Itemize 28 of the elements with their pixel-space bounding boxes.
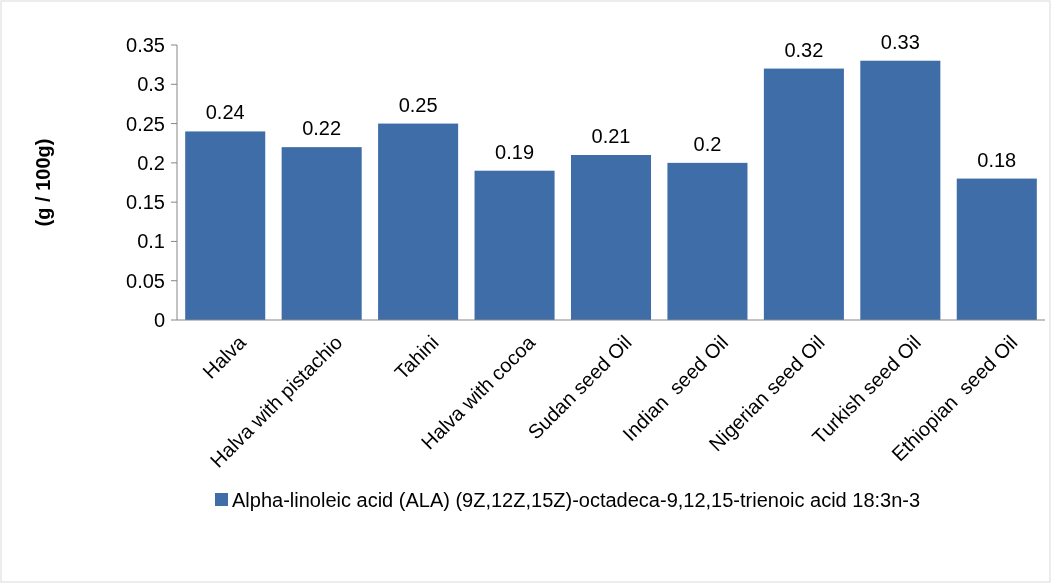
y-tick-label: 0.05 [126, 269, 165, 292]
data-label: 0.33 [880, 30, 920, 53]
data-label: 0.19 [495, 140, 535, 163]
bar [956, 178, 1037, 320]
y-tick-label: 0 [153, 309, 165, 331]
bar [185, 131, 266, 320]
y-tick-label: 0.25 [126, 112, 165, 135]
data-label: 0.21 [591, 125, 631, 147]
legend-label: Alpha-linoleic acid (ALA) (9Z,12Z,15Z)-octadeca-9,12,15-trienoic acid 18:3n-3 [232, 489, 921, 511]
y-tick-label: 0.15 [126, 191, 165, 214]
bar [281, 147, 362, 320]
y-tick-label: 0.35 [126, 34, 165, 56]
data-label: 0.22 [302, 117, 342, 140]
bar [570, 155, 652, 320]
data-label: 0.24 [205, 101, 245, 124]
y-tick-label: 0.3 [137, 73, 165, 96]
y-tick-label: 0.2 [137, 151, 165, 174]
data-label: 0.32 [784, 38, 824, 61]
y-tick-label: 0.1 [137, 230, 165, 253]
bar [763, 68, 844, 320]
y-axis-title: (g / 100g) [32, 138, 54, 227]
bar [474, 170, 555, 320]
data-label: 0.2 [693, 132, 722, 155]
data-label: 0.25 [398, 93, 438, 116]
data-label: 0.18 [977, 148, 1017, 171]
bar [378, 123, 459, 320]
bar [860, 60, 941, 320]
bar [667, 162, 748, 320]
